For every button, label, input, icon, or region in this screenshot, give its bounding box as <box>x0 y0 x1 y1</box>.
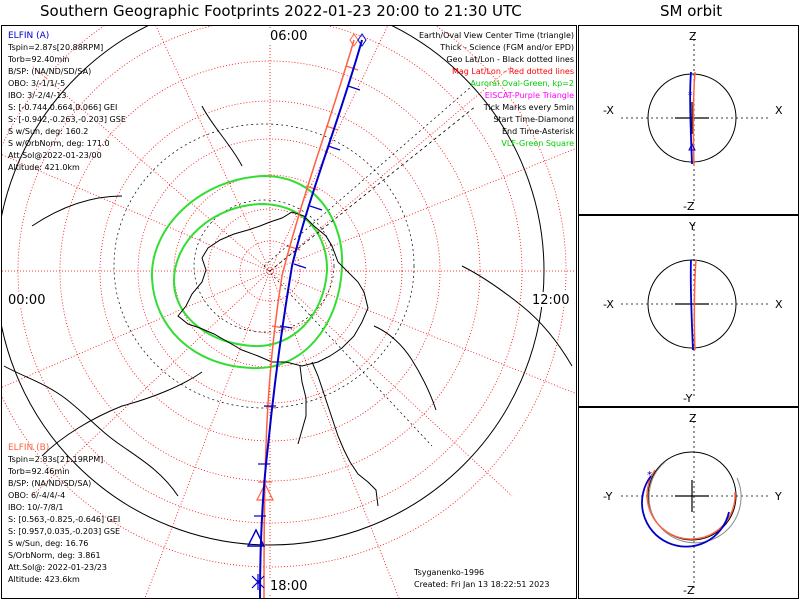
elfin-a-info-line: S w/OrbNorm, deg: 171.0 <box>8 139 110 148</box>
elfin-b-orbit <box>693 259 697 351</box>
view-center-line <box>269 105 477 272</box>
elfin-a-orbit <box>689 259 694 351</box>
elfin-b-info-line: Altitude: 423.6km <box>8 575 80 584</box>
sm-orbit-yz-panel: * Z -Z -Y Y <box>578 407 799 599</box>
sm-orbit-xz-plot: * Z -Z -X X <box>603 30 783 213</box>
time-label-bottom: 18:00 <box>270 579 307 594</box>
legend-entry: Start Time-Diamond <box>493 115 574 124</box>
footprint-map-panel: 06:00 00:00 12:00 18:00 Earth/Oval View … <box>1 25 577 599</box>
legend-entry: End Time-Asterisk <box>502 127 574 136</box>
sm-orbit-title: SM orbit <box>660 2 723 20</box>
sm-orbit-xy-panel: Y -Y -X X <box>578 215 799 407</box>
axis-left: -X <box>603 298 614 311</box>
axis-right: X <box>775 104 783 117</box>
time-label-top: 06:00 <box>270 29 307 44</box>
legend-entry: Thick - Science (FGM and/or EPD) <box>439 43 574 52</box>
axis-left: -Y <box>603 490 613 503</box>
auroral-oval <box>150 174 344 370</box>
time-label-right: 12:00 <box>532 293 569 308</box>
continent-outlines <box>3 105 573 507</box>
legend-entry: Auroral Oval-Green, kp=2 <box>470 79 574 88</box>
elfin-a-info: ELFIN (A) Tspin=2.87s[20.88RPM] Torb=92.4… <box>7 31 126 172</box>
elfin-b-orbit <box>646 469 736 540</box>
axis-top: Y <box>688 220 696 233</box>
elfin-b-info-line: B/SP: (NA/ND/SD/SA) <box>8 479 91 488</box>
elfin-b-info-line: S: [0.563,-0.825,-0.646] GEI <box>8 515 120 524</box>
elfin-a-info-line: B/SP: (NA/ND/SD/SA) <box>8 67 91 76</box>
elfin-a-info-line: S: [-0.744,0.664,0.066] GEI <box>8 103 117 112</box>
sm-orbit-yz-plot: * Z -Z -Y Y <box>603 412 782 597</box>
footprint-map: 06:00 00:00 12:00 18:00 Earth/Oval View … <box>2 26 576 598</box>
elfin-b-start-diamond <box>349 33 359 47</box>
elfin-a-orbit <box>689 71 693 165</box>
legend-entry: Earth/Oval View Center Time (triangle) <box>419 31 574 40</box>
earth-circle <box>647 259 737 349</box>
elfin-b-info-line: Torb=92.46min <box>7 467 69 476</box>
elfin-b-info: ELFIN (B) Tspin=2.83s[21.19RPM] Torb=92.4… <box>7 443 120 584</box>
elfin-a-info-line: Att.Sol@2022-01-23/00 <box>8 151 102 160</box>
elfin-a-info-line: Torb=92.40min <box>7 55 69 64</box>
elfin-b-orbit <box>692 71 696 167</box>
sm-orbit-xy-plot: Y -Y -X X <box>603 220 783 405</box>
elfin-b-info-line: S/OrbNorm, deg: 3.861 <box>8 551 101 560</box>
model-credit: Tsyganenko-1996 <box>413 568 484 577</box>
elfin-b-info-line: IBO: 10/-7/8/1 <box>8 503 64 512</box>
elfin-b-info-line: Att.Sol@: 2022-01-23/23 <box>8 563 107 572</box>
elfin-a-orbit <box>641 475 730 548</box>
time-label-left: 00:00 <box>8 293 45 308</box>
elfin-a-end-marker: * <box>688 91 693 101</box>
elfin-b-name: ELFIN (B) <box>8 443 49 453</box>
axis-bottom: -Z <box>683 200 695 213</box>
legend-entry: EISCAT-Purple Triangle <box>485 91 574 100</box>
axis-top: Z <box>689 30 697 43</box>
elfin-b-info-line: Tspin=2.83s[21.19RPM] <box>7 455 103 464</box>
elfin-b-info-line: S: [0.957,0.035,-0.203] GSE <box>8 527 120 536</box>
sm-orbit-xz-panel: * Z -Z -X X <box>578 25 799 215</box>
elfin-a-info-line: Altitude: 421.0km <box>8 163 80 172</box>
elfin-a-track <box>246 39 363 598</box>
axis-right: X <box>775 298 783 311</box>
elfin-b-info-line: S w/Sun, deg: 16.76 <box>8 539 88 548</box>
axis-right: Y <box>774 490 782 503</box>
legend-entry: VLF-Green Square <box>501 139 574 148</box>
page-title: Southern Geographic Footprints 2022-01-2… <box>40 2 522 20</box>
elfin-a-end-marker: * <box>647 470 652 481</box>
elfin-b-track <box>256 39 359 598</box>
elfin-a-info-line: S: [-0.942,-0.263,-0.203] GSE <box>8 115 126 124</box>
legend-entry: Tick Marks every 5min <box>483 103 574 112</box>
elfin-a-info-line: Tspin=2.87s[20.88RPM] <box>7 43 103 52</box>
elfin-a-name: ELFIN (A) <box>8 31 49 41</box>
elfin-b-info-line: OBO: 6/-4/4/-4 <box>8 491 65 500</box>
elfin-a-info-line: OBO: 3/-1/1/-5 <box>8 79 65 88</box>
earth-circle <box>647 451 737 541</box>
elfin-a-start-diamond <box>357 33 367 47</box>
axis-bottom: -Z <box>683 584 695 597</box>
axis-top: Z <box>689 412 697 425</box>
legend-entry: Geo Lat/Lon - Black dotted lines <box>446 55 574 64</box>
geo-lat-lon-grid <box>113 85 473 447</box>
mag-lat-lon-grid <box>2 26 576 598</box>
legend-entry: Mag Lat/Lon - Red dotted lines <box>452 67 574 76</box>
created-timestamp: Created: Fri Jan 13 18:22:51 2023 <box>414 580 549 589</box>
elfin-a-info-line: S w/Sun, deg: 160.2 <box>8 127 88 136</box>
axis-bottom: -Y <box>683 392 693 405</box>
elfin-a-info-line: IBO: 3/-2/4/-13 <box>8 91 66 100</box>
axis-left: -X <box>603 104 614 117</box>
map-legend: Earth/Oval View Center Time (triangle) Th… <box>419 31 574 148</box>
